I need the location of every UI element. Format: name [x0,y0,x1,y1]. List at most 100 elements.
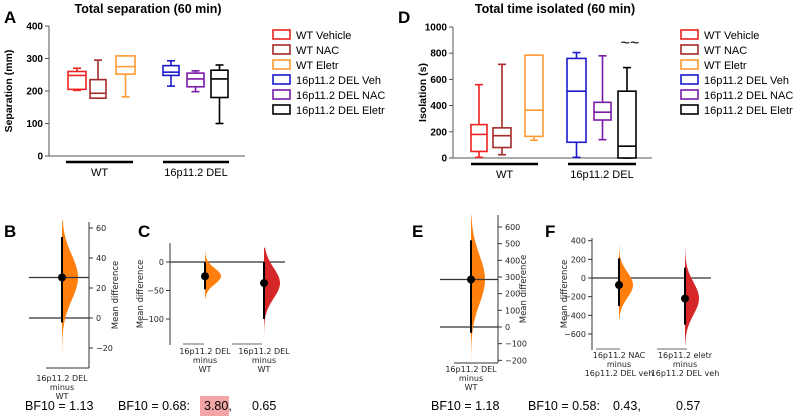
legend-label: WT Vehicle [704,30,759,42]
y-tick-label: 100 [26,119,43,130]
box-wt-vehicle [470,83,488,159]
bayes-factor-b: BF10 = 1.13 [25,399,93,413]
y-tick-label: 1000 [425,23,448,34]
estimation-panel-F: −600 −400 −200 0 200 400 Mean difference 16p11.… [560,237,719,378]
mean-difference-point [615,280,623,289]
comparison-label: 16p11.2 DEL veh [651,369,720,378]
box-iqr [492,127,512,149]
comparison-label: minus [607,360,631,369]
y-axis-label: Mean difference [111,261,121,330]
y-axis-label: Separation (mm) [3,50,15,133]
bayes-factor-f: BF10 = 0.58: [528,399,600,413]
comparison-label: minus [459,374,483,383]
group-label: WT [91,167,108,179]
panel-letter-E: E [412,222,423,241]
box-wt-vehicle [67,67,87,92]
box-iqr [186,72,205,88]
bootstrap-distribution [471,215,485,363]
highlight-box [200,396,229,416]
comparison-label: 16p11.2 eletr [658,351,713,360]
box-16p11-2-del-eletr [210,64,229,125]
bootstrap-distribution [685,247,699,346]
box-wt-eletr [524,54,544,142]
legend-swatch [680,59,699,70]
y-tick-label: 0 [505,323,510,332]
bayes-factor-c-value: 3.80, [204,399,232,413]
comparison-label: 16p11.2 DEL veh [585,369,654,378]
y-tick-label: 20 [96,284,106,293]
y-axis-label: Isolation (s) [417,63,429,122]
box-iqr [593,101,612,121]
boxplot-panel-A: Total separation (60 min) 0 100 200 300 400 Se… [3,2,385,179]
y-tick-label: −50 [147,287,164,296]
comparison-label: WT [465,383,478,392]
mean-difference-point [681,294,689,303]
box-iqr [67,70,87,91]
chart-title: Total time isolated (60 min) [475,2,635,16]
legend-label: 16p11.2 DEL Eletr [296,105,385,117]
comparison-label: 16p11.2 NAC [593,351,646,360]
panel-letter-C: C [138,222,150,241]
chart-title: Total separation (60 min) [74,2,221,16]
comparison-label: WT [258,365,271,374]
legend-label: 16p11.2 DEL NAC [296,90,385,102]
boxplot-panel-D: Total time isolated (60 min) 0 200 400 600 80… [417,2,793,181]
bayes-factor-f-value: 0.57 [676,399,700,413]
mean-difference-point [467,275,475,284]
legend-label: WT Vehicle [296,30,351,42]
group-label: 16p11.2 DEL [570,169,633,181]
box-wt-nac [492,63,512,156]
box-iqr [162,64,180,77]
legend-label: 16p11.2 DEL Veh [296,75,381,87]
bootstrap-distribution [62,220,78,357]
y-tick-label: 200 [571,255,586,264]
y-tick-label: −100 [505,340,527,349]
legend-swatch [272,89,291,100]
comparison-label: minus [673,360,697,369]
legend-swatch [680,89,699,100]
legend-label: 16p11.2 DEL Veh [704,75,789,87]
comparison-label: WT [199,365,212,374]
y-tick-label: 400 [26,22,43,33]
box-iqr [210,69,229,99]
box-16p11-2-del-eletr [617,66,637,159]
comparison-label: 16p11.2 DEL [238,347,290,356]
box-iqr [115,55,136,75]
bootstrap-distribution [619,242,633,320]
legend-label: 16p11.2 DEL Eletr [704,105,793,117]
y-tick-label: 100 [505,306,520,315]
legend-swatch [272,29,291,40]
y-tick-label: 200 [505,290,520,299]
group-label: 16p11.2 DEL [164,167,227,179]
comparison-label: 16p11.2 DEL [445,365,497,374]
comparison-label: minus [50,383,74,392]
legend-swatch [680,44,699,55]
legend-label: WT Eletr [296,60,339,72]
comparison-label: minus [193,356,217,365]
box-16p11-2-del-veh [566,51,587,159]
y-tick-label: 200 [26,87,43,98]
mean-difference-point [260,279,268,288]
y-tick-label: 500 [505,240,520,249]
box-iqr [524,54,544,138]
box-iqr [470,123,488,153]
comparison-label: 16p11.2 DEL [179,347,231,356]
box-16p11-2-del-nac [593,55,612,141]
panel-letter-F: F [545,222,555,241]
y-tick-label: −400 [564,311,586,320]
box-16p11-2-del-veh [162,59,180,87]
y-tick-label: 400 [571,237,586,246]
comparison-label: minus [252,356,276,365]
y-tick-label: 300 [26,54,43,65]
mean-difference-point [58,273,66,282]
y-axis-label: Mean difference [136,260,146,329]
y-tick-label: 0 [96,314,101,323]
y-tick-label: 400 [505,256,520,265]
group-label: WT [496,169,513,181]
y-tick-label: 0 [581,274,586,283]
legend-swatch [680,29,699,40]
